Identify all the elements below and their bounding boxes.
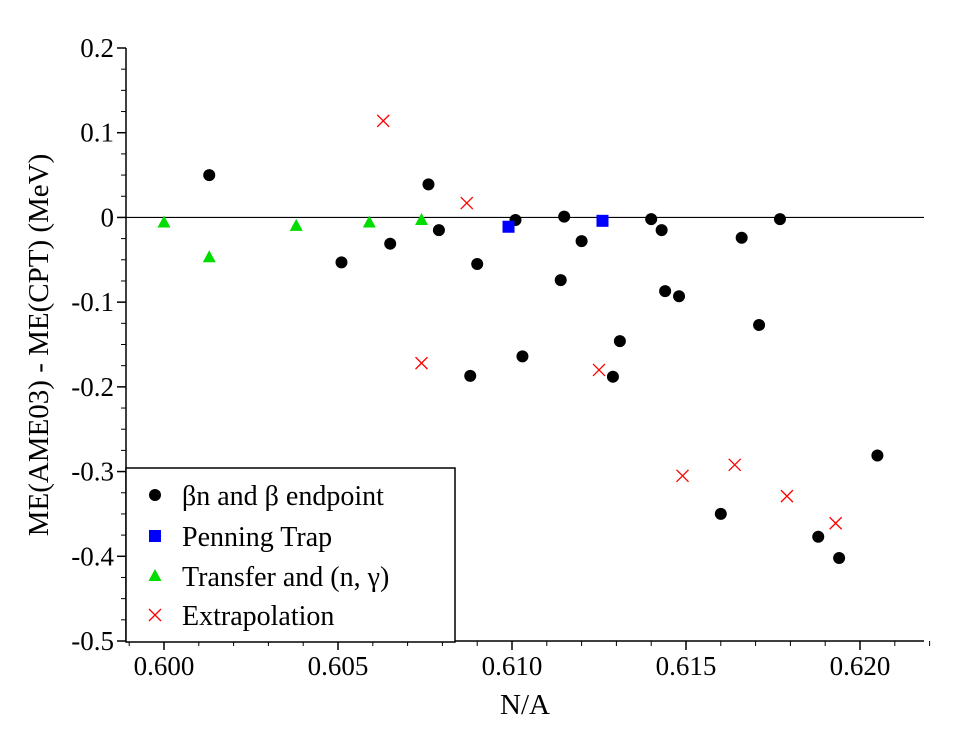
data-point xyxy=(558,210,571,223)
y-tick-label: -0.3 xyxy=(71,457,114,487)
legend-label: Transfer and (n, γ) xyxy=(182,562,389,593)
legend-label: Penning Trap xyxy=(182,522,332,553)
x-tick-label: 0.600 xyxy=(134,651,195,681)
data-point xyxy=(502,220,515,233)
data-point xyxy=(613,335,626,348)
data-point xyxy=(384,237,397,250)
data-point xyxy=(829,516,843,530)
series-1 xyxy=(502,214,609,233)
data-point xyxy=(596,214,609,227)
legend: βn and β endpoint Penning Trap Transfer an… xyxy=(125,467,456,643)
series-2 xyxy=(157,212,429,263)
data-point xyxy=(415,356,428,370)
x-tick-label: 0.620 xyxy=(830,651,891,681)
data-point xyxy=(362,215,376,228)
data-point xyxy=(871,449,884,462)
legend-marker xyxy=(148,569,162,581)
y-tick-label: -0.2 xyxy=(71,372,114,402)
data-point xyxy=(655,224,668,237)
y-tick-label: 0.2 xyxy=(80,33,114,63)
data-point xyxy=(575,235,588,248)
y-tick-label: -0.4 xyxy=(71,541,114,571)
legend-marker xyxy=(148,608,162,622)
data-point xyxy=(735,231,748,244)
series-0 xyxy=(203,169,884,564)
data-point xyxy=(415,212,429,225)
data-point xyxy=(157,215,171,228)
data-point xyxy=(659,285,672,298)
data-point xyxy=(676,469,689,483)
legend-label: βn and β endpoint xyxy=(182,481,384,512)
data-point xyxy=(728,458,742,472)
data-point xyxy=(376,114,390,128)
data-point xyxy=(753,319,766,332)
x-tick-label: 0.615 xyxy=(656,651,717,681)
data-marks xyxy=(157,114,884,564)
data-point xyxy=(780,489,794,503)
data-point xyxy=(464,369,477,382)
x-tick-label: 0.610 xyxy=(482,651,543,681)
y-tick-label: -0.1 xyxy=(71,287,114,317)
data-point xyxy=(673,290,686,303)
data-point xyxy=(203,169,216,182)
data-point xyxy=(833,551,846,564)
data-point xyxy=(422,178,435,191)
data-point xyxy=(432,224,445,237)
data-point xyxy=(773,213,786,226)
y-axis-title: ME(AME03) - ME(CPT) (MeV) xyxy=(23,154,55,537)
y-tick-label: 0.1 xyxy=(80,118,114,148)
data-point xyxy=(812,530,825,543)
data-point xyxy=(202,250,216,263)
series-3 xyxy=(376,114,843,530)
y-tick-label: -0.5 xyxy=(71,626,114,656)
legend-label: Extrapolation xyxy=(182,601,334,632)
data-point xyxy=(460,196,474,210)
x-tick-label: 0.605 xyxy=(308,651,369,681)
legend-marker xyxy=(149,530,161,542)
data-point xyxy=(554,274,567,287)
data-point xyxy=(714,507,727,520)
data-point xyxy=(471,258,484,271)
legend-marker xyxy=(149,489,161,501)
y-tick-label: 0 xyxy=(101,202,115,232)
data-point xyxy=(335,256,348,269)
x-axis-title: N/A xyxy=(500,689,550,721)
legend-box xyxy=(125,467,456,643)
data-point xyxy=(592,363,606,377)
axes: 0.2 0.1 0 -0.1 -0.2 -0.3 -0.4 -0.5 0.600 0.605 0.6… xyxy=(71,33,931,681)
data-point xyxy=(516,350,529,363)
data-point xyxy=(289,218,303,231)
data-point xyxy=(645,213,658,226)
data-point xyxy=(606,370,619,383)
